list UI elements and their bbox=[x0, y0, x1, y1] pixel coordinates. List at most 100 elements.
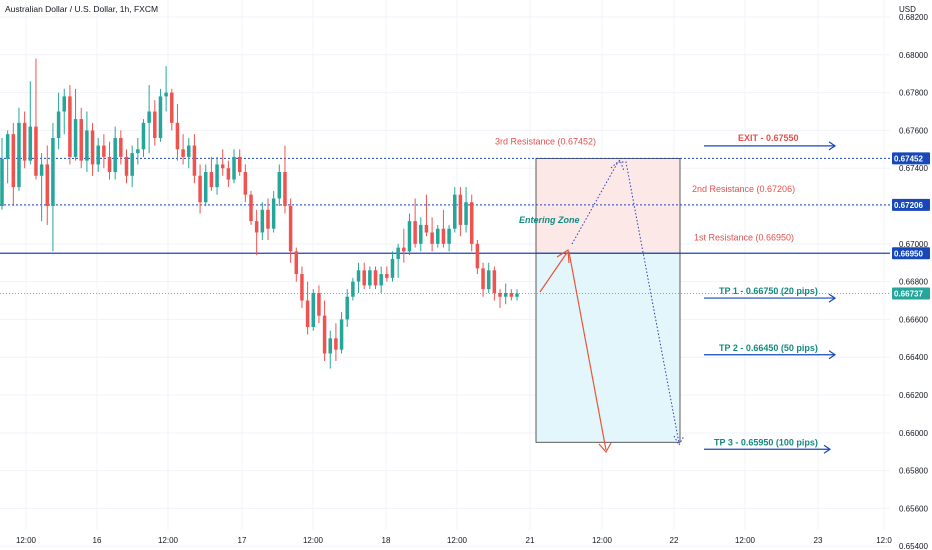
candle bbox=[345, 289, 349, 327]
x-tick-label: 23 bbox=[814, 536, 823, 545]
y-tick-label: 0.67800 bbox=[899, 89, 928, 98]
candle bbox=[209, 156, 214, 191]
candle-body bbox=[34, 126, 38, 176]
candle-body bbox=[147, 111, 151, 123]
candle-body bbox=[356, 270, 361, 282]
r2-price-badge-bg bbox=[892, 198, 930, 211]
candle-body bbox=[419, 224, 423, 244]
y-tick-label: 0.65600 bbox=[899, 504, 928, 513]
candle bbox=[39, 153, 44, 222]
candle bbox=[396, 243, 400, 278]
candle bbox=[413, 198, 417, 248]
candles bbox=[0, 58, 519, 369]
x-tick-label: 12:00 bbox=[447, 536, 468, 545]
candle-body bbox=[203, 171, 208, 203]
y-tick-label: 0.65800 bbox=[899, 467, 928, 476]
candle-body bbox=[45, 164, 50, 207]
candle-body bbox=[509, 292, 514, 297]
currency-label: USD bbox=[899, 5, 916, 14]
candle-body bbox=[469, 202, 474, 244]
candle-body bbox=[441, 228, 446, 244]
y-tick-label: 0.67400 bbox=[899, 164, 928, 173]
x-tick-label: 18 bbox=[382, 536, 391, 545]
candle bbox=[498, 289, 502, 309]
candle-body bbox=[317, 292, 321, 316]
candle bbox=[356, 262, 361, 293]
candle bbox=[130, 145, 134, 188]
candle-body bbox=[51, 137, 55, 207]
candle-body bbox=[90, 130, 95, 165]
candle bbox=[215, 156, 219, 195]
candle-body bbox=[232, 156, 236, 180]
candle-body bbox=[368, 270, 372, 286]
candle-body bbox=[402, 247, 406, 252]
r1-price-badge: 0.66950 bbox=[894, 249, 923, 258]
candle-body bbox=[215, 164, 219, 188]
candle-body bbox=[237, 156, 242, 172]
candle-body bbox=[11, 134, 16, 188]
candle bbox=[17, 107, 21, 191]
candle bbox=[187, 137, 191, 169]
candle bbox=[22, 111, 27, 169]
candle bbox=[192, 134, 197, 184]
candle bbox=[45, 145, 50, 225]
x-tick-label: 12:00 bbox=[303, 536, 324, 545]
red-path-arrow bbox=[539, 250, 607, 451]
candle-body bbox=[447, 228, 451, 244]
candle-body bbox=[475, 243, 480, 269]
candle-body bbox=[362, 270, 366, 286]
y-tick-label: 0.66800 bbox=[899, 278, 928, 287]
candle bbox=[68, 85, 72, 165]
candle-body bbox=[254, 221, 259, 233]
candle-body bbox=[62, 96, 67, 112]
exit-label: EXIT - 0.67550 bbox=[738, 133, 799, 143]
candle-body bbox=[249, 194, 253, 222]
candle bbox=[136, 137, 140, 165]
candle-body bbox=[351, 281, 355, 297]
candle-body bbox=[85, 130, 89, 161]
candle-body bbox=[56, 111, 61, 138]
y-tick-label: 0.65400 bbox=[899, 542, 928, 550]
candle bbox=[62, 88, 67, 135]
symbol-title: Australian Dollar / U.S. Dollar, 1h, FXC… bbox=[5, 4, 158, 14]
entering-zone-label: Entering Zone bbox=[519, 215, 580, 225]
candle-body bbox=[170, 92, 174, 123]
candle-body bbox=[379, 274, 383, 286]
candle bbox=[475, 240, 480, 275]
candle-body bbox=[492, 270, 497, 293]
candle bbox=[28, 81, 33, 165]
y-tick-label: 0.67600 bbox=[899, 126, 928, 135]
x-tick-label: 12:00 bbox=[592, 536, 613, 545]
candle bbox=[170, 88, 174, 131]
candle bbox=[452, 187, 457, 233]
r3-price-badge: 0.67452 bbox=[894, 154, 923, 163]
tp3-arrow-head bbox=[823, 444, 832, 454]
candle-body bbox=[503, 292, 508, 297]
candle bbox=[368, 266, 372, 290]
candle-body bbox=[96, 145, 100, 165]
candle-body bbox=[243, 171, 248, 195]
candle bbox=[119, 130, 123, 165]
candle bbox=[226, 160, 231, 188]
dotted-path-arrow bbox=[571, 161, 680, 444]
candle-body bbox=[277, 171, 282, 199]
candle-body bbox=[396, 247, 400, 259]
candle bbox=[158, 88, 163, 142]
candle-body bbox=[28, 126, 33, 161]
candle bbox=[311, 289, 316, 331]
candle-body bbox=[220, 164, 225, 169]
candle bbox=[288, 198, 293, 263]
candle bbox=[481, 262, 485, 297]
candle-body bbox=[266, 209, 270, 229]
candle-body bbox=[164, 92, 168, 97]
r2-label: 2nd Resistance (0.67206) bbox=[692, 184, 795, 194]
tp1-label: TP 1 - 0.66750 (20 pips) bbox=[719, 286, 818, 296]
candle-body bbox=[373, 270, 378, 286]
dotted-arrow-head-1 bbox=[610, 159, 625, 172]
candle bbox=[266, 198, 270, 241]
candle bbox=[424, 194, 429, 237]
candle-body bbox=[192, 145, 197, 176]
candle-body bbox=[390, 258, 395, 278]
